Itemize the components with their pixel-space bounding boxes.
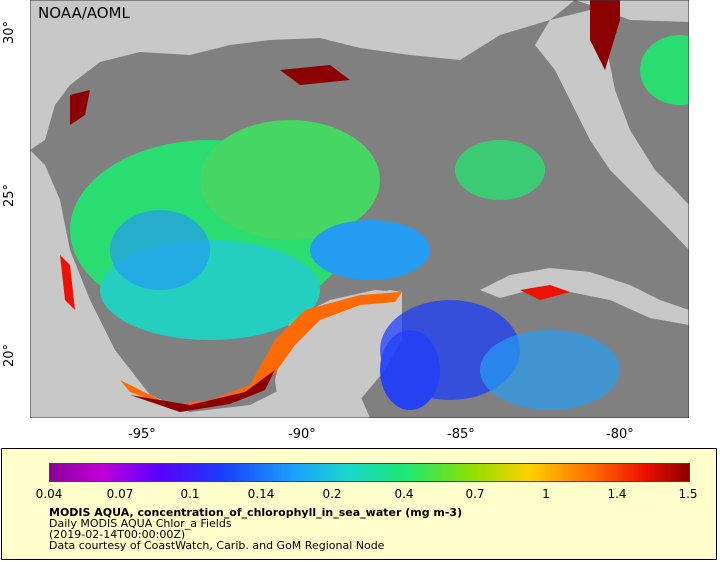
- colorbar-tick: 0.4: [394, 487, 414, 501]
- colorbar-tick: 0.04: [35, 487, 63, 501]
- legend-time: (2019-02-14T00:00:00Z): [49, 528, 186, 541]
- coastal-high-chl: [60, 0, 620, 412]
- legend-credit: Data courtesy of CoastWatch, Carib. and …: [49, 539, 385, 552]
- lat-tick-30: 30°: [2, 20, 17, 44]
- lon-tick-85: -85°: [447, 427, 475, 442]
- land-cuba: [480, 268, 689, 325]
- lat-tick-20: 20°: [2, 343, 17, 367]
- colorbar-tick: 0.14: [247, 487, 275, 501]
- legend-subtitle: Daily MODIS AQUA Chlor_a Fields: [49, 517, 232, 530]
- colorbar-tick: 1.4: [607, 487, 627, 501]
- colorbar-tick: 1: [542, 487, 550, 501]
- land-north-us: [30, 0, 689, 150]
- credit-label: NOAA/AOML: [38, 4, 130, 22]
- lon-tick-90: -90°: [288, 427, 316, 442]
- colorbar-tick: 1.5: [678, 487, 698, 501]
- chlorophyll-field: [70, 35, 689, 410]
- map-frame[interactable]: NOAA/AOML: [30, 0, 689, 418]
- colorbar: [49, 463, 690, 482]
- colorbar-tick: 0.2: [322, 487, 342, 501]
- lat-tick-25: 25°: [2, 183, 17, 207]
- land-florida-peninsula: [535, 10, 689, 250]
- lon-tick-80: -80°: [606, 427, 634, 442]
- colorbar-tick: 0.1: [180, 487, 200, 501]
- legend-title: MODIS AQUA, concentration_of_chlorophyll…: [49, 506, 463, 519]
- lon-tick-95: -95°: [128, 427, 156, 442]
- chlorophyll-map: [30, 0, 689, 418]
- colorbar-tick: 0.07: [106, 487, 134, 501]
- colorbar-tick: 0.7: [465, 487, 485, 501]
- legend-panel: 0.04 0.07 0.1 0.14 0.2 0.4 0.7 1 1.4 1.5…: [1, 448, 717, 560]
